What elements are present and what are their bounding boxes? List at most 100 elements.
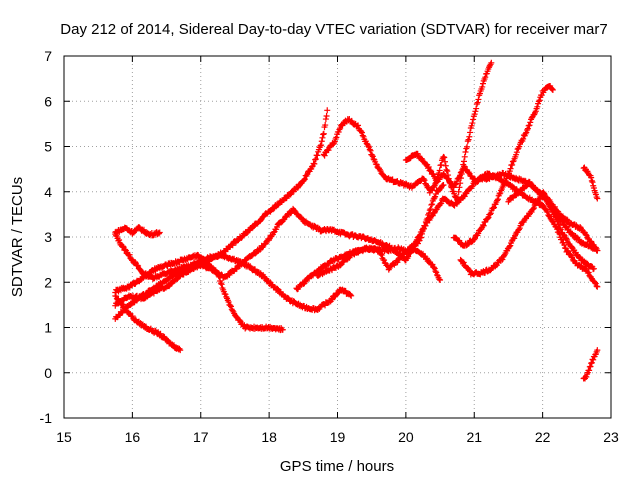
data-point [432,193,439,200]
data-point [589,179,596,186]
data-point [119,243,126,250]
data-point [513,149,520,156]
data-point [366,146,373,153]
data-point [594,283,601,290]
data-point [323,113,330,120]
data-point [431,195,438,202]
data-point [594,195,601,202]
data-point [522,130,529,137]
data-point [443,166,450,173]
data-point [217,280,224,287]
data-point [460,161,467,168]
y-tick-label: 7 [44,48,52,64]
data-point [457,175,464,182]
data-point [587,363,594,370]
data-point [454,196,461,203]
data-point [554,218,561,225]
y-tick-label: 6 [44,93,52,109]
data-point [590,265,597,272]
data-point [427,205,434,212]
data-point [140,226,147,233]
data-point [530,205,537,212]
data-point [549,86,556,93]
data-point [527,119,534,126]
data-point [456,184,463,191]
data-point [590,356,597,363]
data-point [369,152,376,159]
data-point [499,256,506,263]
data-point [126,251,133,258]
data-point [436,276,443,283]
data-point [484,215,491,222]
x-tick-label: 17 [193,429,209,445]
data-point [445,175,452,182]
data-point [467,129,474,136]
data-point [207,262,214,269]
data-point [455,188,462,195]
data-point [472,108,479,115]
data-point [451,190,458,197]
data-point [457,180,464,187]
data-point [430,264,437,271]
data-point [431,265,438,272]
data-point [452,181,459,188]
data-point [591,279,598,286]
x-tick-label: 18 [261,429,277,445]
data-point [312,156,319,163]
data-point [466,133,473,140]
y-tick-label: 4 [44,184,52,200]
data-point [369,153,376,160]
data-point [576,253,583,260]
x-tick-label: 16 [125,429,141,445]
data-point [555,221,562,228]
data-point [585,269,592,276]
data-point [461,153,468,160]
data-point [322,116,329,123]
data-point [122,247,129,254]
data-point [348,292,355,299]
data-point [582,231,589,238]
data-point [557,226,564,233]
data-point [301,176,308,183]
data-point [440,153,447,160]
data-point [534,103,541,110]
data-point [515,226,522,233]
data-point [418,230,425,237]
data-point [324,107,331,114]
data-point [468,183,475,190]
data-point [563,235,570,242]
data-point [216,273,223,280]
data-point [215,272,222,279]
data-point [590,185,597,192]
data-markers [112,59,601,382]
data-point [459,166,466,173]
data-point [322,122,329,129]
x-tick-label: 22 [535,429,551,445]
grid [64,56,611,418]
data-point [442,158,449,165]
data-point [568,244,575,251]
data-point [536,97,543,104]
data-point [549,86,556,93]
data-point [520,135,527,142]
data-point [586,367,593,374]
data-point [440,181,447,188]
data-point [311,160,318,167]
data-point [318,142,325,149]
data-point [445,172,452,179]
data-point [543,207,550,214]
data-point [511,235,518,242]
data-point [474,99,481,106]
data-point [270,229,277,236]
data-point [488,59,495,66]
data-point [442,162,449,169]
data-point [471,111,478,118]
data-point [441,154,448,161]
data-point [426,210,433,217]
data-point [560,231,567,238]
data-point [435,170,442,177]
data-point [551,203,558,210]
data-point [524,126,531,133]
data-point [358,129,365,136]
data-point [475,230,482,237]
